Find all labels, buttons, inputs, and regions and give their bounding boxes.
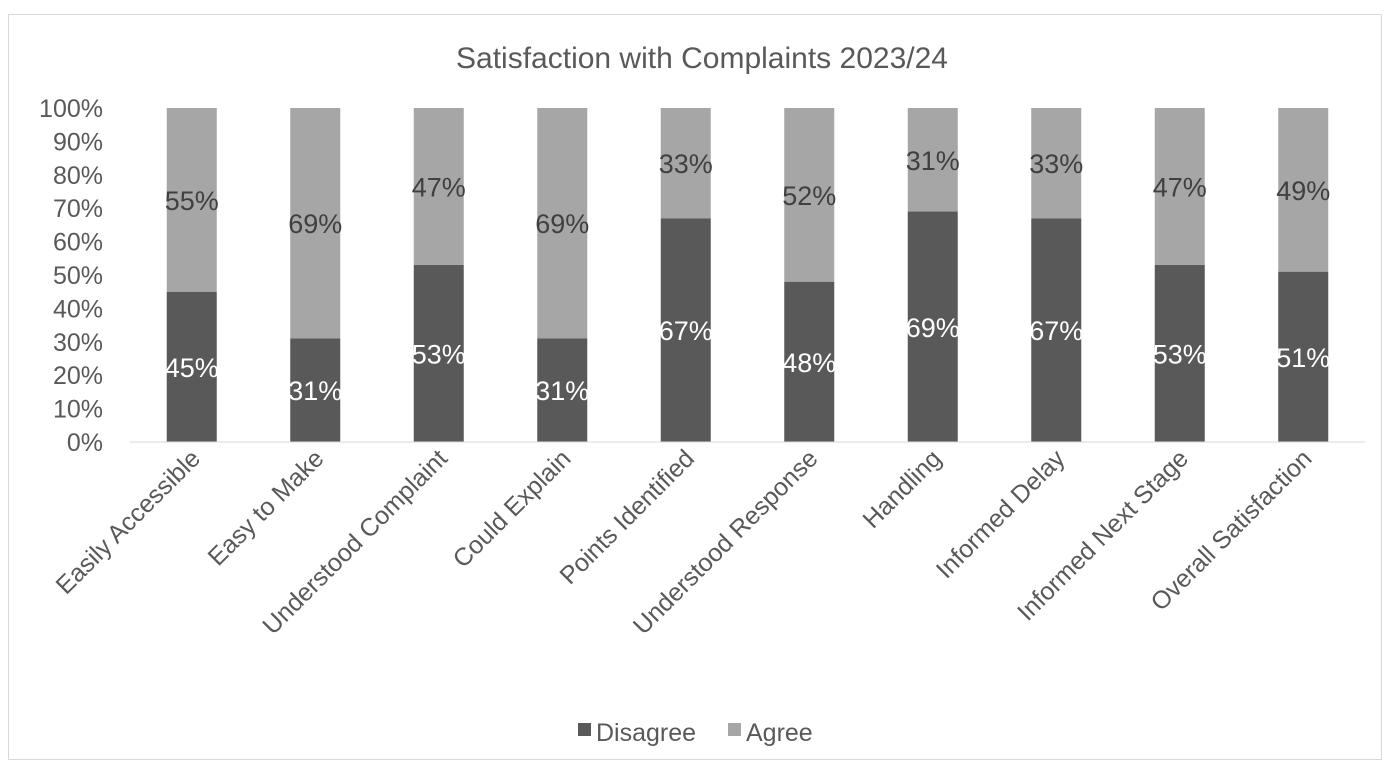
data-label: 67% [1029,316,1083,346]
data-label: 69% [535,209,589,239]
data-label: 47% [1153,172,1207,202]
bar-segment-agree [537,108,588,339]
data-label: 55% [165,186,219,216]
y-tick-label: 90% [53,128,103,156]
data-label: 49% [1276,176,1330,206]
bar-segment-disagree [537,338,588,442]
data-label: 53% [1153,339,1207,369]
bar-segment-agree [660,108,711,219]
data-label: 52% [782,181,836,211]
x-tick-label: Easy to Make [203,444,330,571]
bar-segment-disagree [1278,271,1329,442]
bar-segment-agree [166,108,217,292]
x-tick-label: Easily Accessible [51,444,206,599]
y-tick-label: 10% [53,396,103,424]
x-tick-label: Informed Delay [931,444,1071,584]
data-label: 31% [288,376,342,406]
data-label: 33% [659,149,713,179]
x-tick-label: Points Identified [554,444,700,590]
data-label: 31% [535,376,589,406]
bar-segment-disagree [1154,264,1205,442]
data-label: 48% [782,348,836,378]
y-tick-label: 60% [53,229,103,257]
data-label: 33% [1029,149,1083,179]
y-axis: 0% 10% 20% 30% 40% 50% 60% 70% 80% 90% 100% [39,95,103,457]
data-label: 47% [412,172,466,202]
data-label: 53% [412,339,466,369]
y-tick-label: 50% [53,262,103,290]
bar-segment-disagree [660,218,711,442]
bar-segment-agree [784,108,835,282]
x-tick-label: Handling [857,444,947,534]
data-label: 45% [165,353,219,383]
data-label: 69% [906,313,960,343]
y-tick-label: 30% [53,329,103,357]
bar-segment-disagree [413,264,464,442]
legend: Disagree Agree [578,719,813,747]
x-tick-label: Could Explain [448,444,577,573]
legend-label: Disagree [596,719,696,747]
y-tick-label: 20% [53,362,103,390]
data-label: 31% [906,146,960,176]
data-label: 67% [659,316,713,346]
y-tick-label: 40% [53,295,103,323]
bar-segment-agree [1031,108,1082,219]
bars: 45% 55% 31% 69% 53% 47% 31% 69% 67% 33% 48% 52% 69% 3… [165,108,1330,442]
legend-swatch-disagree [578,723,591,736]
bar-segment-disagree [784,281,835,442]
y-tick-label: 80% [53,162,103,190]
y-tick-label: 70% [53,195,103,223]
bar-segment-agree [290,108,341,339]
chart-title: Satisfaction with Complaints 2023/24 [456,42,948,75]
bar-segment-agree [1154,108,1205,265]
legend-label: Agree [746,719,813,747]
legend-swatch-agree [728,723,741,736]
data-label: 69% [288,209,342,239]
bar-segment-disagree [1031,218,1082,442]
bar-segment-agree [907,108,958,212]
bar-segment-disagree [166,291,217,442]
bar-segment-disagree [290,338,341,442]
bar-segment-agree [413,108,464,265]
bar-segment-disagree [907,211,958,442]
y-tick-label: 0% [67,429,103,457]
y-tick-label: 100% [39,95,103,123]
data-label: 51% [1276,343,1330,373]
bar-segment-agree [1278,108,1329,272]
